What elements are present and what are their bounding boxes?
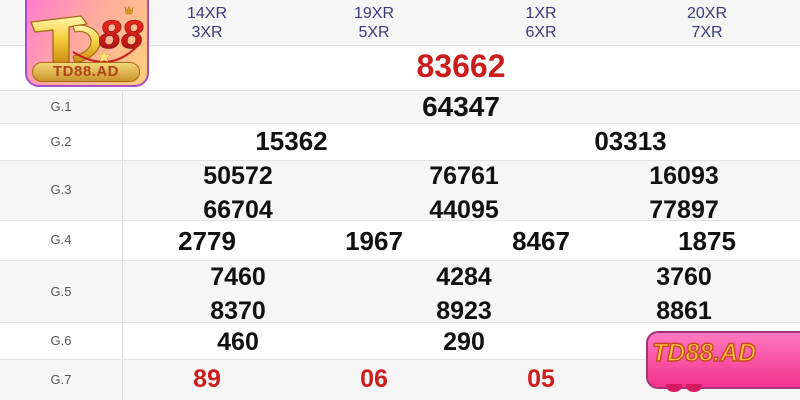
svg-text:88: 88 bbox=[99, 13, 144, 57]
